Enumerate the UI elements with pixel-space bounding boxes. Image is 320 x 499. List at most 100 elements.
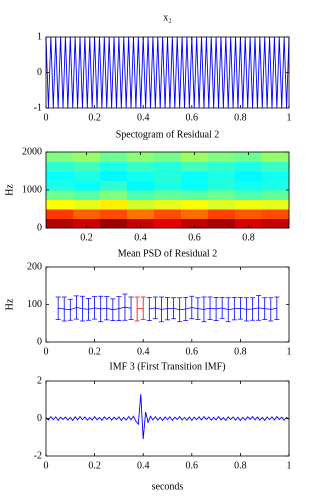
heat-cell bbox=[235, 180, 263, 191]
error-bar bbox=[165, 296, 170, 321]
heat-cell bbox=[235, 171, 263, 181]
heat-cell bbox=[73, 152, 101, 162]
error-bar bbox=[213, 296, 219, 322]
error-bar bbox=[134, 296, 140, 322]
heat-cell bbox=[100, 190, 128, 200]
error-bar bbox=[219, 296, 225, 319]
error-bar bbox=[86, 298, 92, 321]
error-bar bbox=[183, 296, 189, 322]
heat-cell bbox=[46, 180, 74, 191]
mean-line bbox=[137, 307, 144, 310]
error-bar bbox=[189, 295, 195, 320]
y-tick-label: 0 bbox=[37, 222, 42, 233]
x-tick-label: 1 bbox=[287, 460, 292, 471]
signal-line bbox=[45, 36, 290, 109]
axes-box bbox=[45, 380, 290, 457]
heat-cell bbox=[262, 161, 290, 172]
y-tick-label: 100 bbox=[27, 299, 42, 310]
heat-cell bbox=[127, 199, 155, 210]
panel-title: IMF 3 (First Transition IMF) bbox=[109, 361, 225, 372]
heat-cell bbox=[208, 152, 236, 162]
heat-cell bbox=[154, 199, 182, 210]
y-tick-label: 0 bbox=[37, 67, 42, 78]
heat-cell bbox=[100, 209, 128, 219]
x-axis-label: seconds bbox=[152, 481, 184, 492]
x-tick-label: 1 bbox=[287, 112, 292, 123]
heat-cell bbox=[100, 199, 128, 210]
x-tick-label: 0.4 bbox=[137, 460, 150, 471]
heat-cell bbox=[46, 218, 74, 229]
heat-cell bbox=[100, 218, 128, 229]
error-bar bbox=[61, 296, 67, 322]
heat-cell bbox=[127, 180, 155, 191]
x-tick-label: 0.8 bbox=[242, 232, 255, 243]
error-bar bbox=[152, 296, 158, 320]
x-tick-label: 0.4 bbox=[137, 346, 150, 357]
heat-cell bbox=[208, 209, 236, 219]
signal-line bbox=[45, 394, 290, 440]
heat-cell bbox=[208, 161, 236, 172]
x-tick-label: 0.2 bbox=[88, 346, 101, 357]
heat-cell bbox=[181, 180, 209, 191]
error-bar bbox=[104, 296, 110, 321]
heat-cell bbox=[262, 171, 290, 181]
error-bar bbox=[73, 295, 79, 320]
error-bar bbox=[55, 296, 61, 320]
y-axis-label: Hz bbox=[4, 184, 15, 196]
heat-cell bbox=[73, 171, 101, 181]
heat-cell bbox=[154, 209, 182, 219]
error-bar bbox=[207, 296, 213, 320]
x-tick-label: 0.4 bbox=[137, 112, 150, 123]
y-tick-label: 2000 bbox=[22, 146, 42, 157]
heat-cell bbox=[127, 209, 155, 219]
y-axis-label: Hz bbox=[4, 298, 15, 310]
heat-cell bbox=[73, 209, 101, 219]
heat-cell bbox=[73, 218, 101, 229]
y-tick-label: 0 bbox=[37, 336, 42, 347]
heat-cell bbox=[46, 152, 74, 162]
heat-cell bbox=[154, 190, 182, 200]
heat-cell bbox=[154, 218, 182, 229]
heat-cell bbox=[181, 171, 209, 181]
y-tick-label: -1 bbox=[34, 102, 42, 113]
error-bar bbox=[128, 296, 134, 320]
error-bar bbox=[268, 297, 274, 322]
heat-cell bbox=[154, 152, 182, 162]
heat-cell bbox=[73, 199, 101, 210]
y-tick-label: 0 bbox=[37, 413, 42, 424]
heat-cell bbox=[208, 180, 236, 191]
error-bar bbox=[225, 297, 231, 323]
error-bar bbox=[201, 296, 207, 323]
heat-cell bbox=[73, 180, 101, 191]
heat-cell bbox=[181, 152, 209, 162]
heat-cell bbox=[208, 190, 236, 200]
error-bar bbox=[67, 298, 73, 321]
x-tick-label: 0.2 bbox=[88, 112, 101, 123]
x-tick-label: 0.2 bbox=[88, 460, 101, 471]
error-bar bbox=[140, 296, 146, 320]
x-tick-label: 0.6 bbox=[186, 346, 199, 357]
error-bar bbox=[256, 295, 262, 321]
heat-cell bbox=[127, 190, 155, 200]
heat-cell bbox=[127, 218, 155, 229]
error-bar bbox=[98, 295, 104, 323]
x-tick-label: 0.6 bbox=[186, 112, 199, 123]
y-tick-label: 2 bbox=[37, 375, 42, 386]
x-tick-label: 0.6 bbox=[188, 232, 201, 243]
error-bar bbox=[110, 298, 116, 322]
y-tick-label: 1 bbox=[37, 31, 42, 42]
heat-cell bbox=[100, 152, 128, 162]
heat-cell bbox=[235, 161, 263, 172]
error-bar bbox=[122, 293, 128, 321]
heat-cell bbox=[46, 199, 74, 210]
error-bar bbox=[146, 296, 152, 322]
heat-cell bbox=[235, 218, 263, 229]
heat-cell bbox=[181, 218, 209, 229]
x-tick-label: 0.6 bbox=[186, 460, 199, 471]
heat-cell bbox=[235, 152, 263, 162]
x-tick-label: 0 bbox=[44, 460, 49, 471]
heat-cell bbox=[127, 171, 155, 181]
x-tick-label: 0 bbox=[44, 346, 49, 357]
heat-cell bbox=[262, 209, 290, 219]
